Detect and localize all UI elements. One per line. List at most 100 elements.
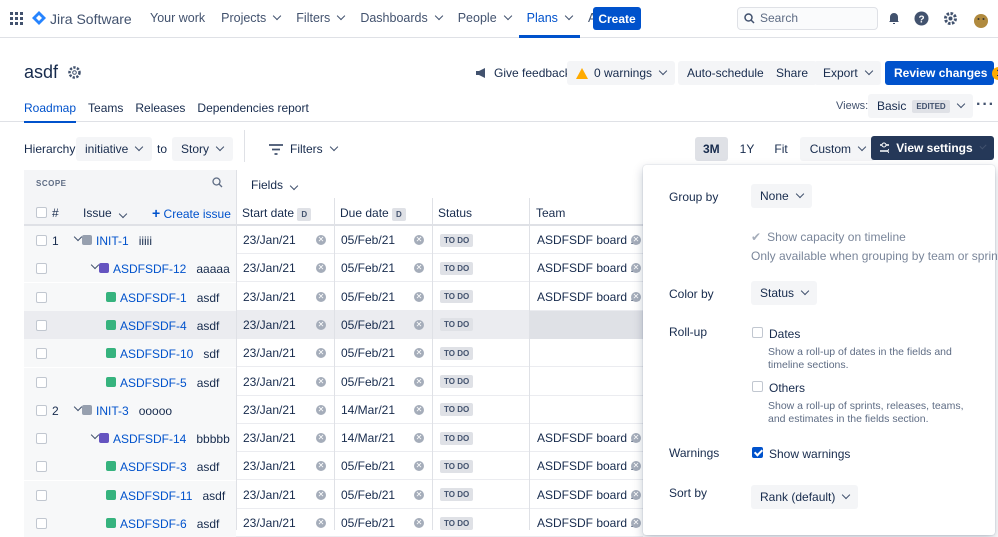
filters-button[interactable]: Filters — [260, 137, 346, 161]
clear-date[interactable]: ✕ — [316, 461, 326, 472]
issue-key-link[interactable]: ASDFSDF-4 — [120, 318, 187, 333]
issue-row[interactable]: 1 INIT-1 iiiii 23/Jan/21 ✕ 05/Feb/21 ✕ TO DO AS… — [24, 226, 643, 254]
sort-by-select[interactable]: Rank (default) — [751, 485, 859, 509]
clear-team[interactable]: ✕ — [631, 518, 641, 528]
clear-date[interactable]: ✕ — [316, 235, 326, 245]
nav-item[interactable]: Dashboards — [352, 0, 449, 38]
status-cell[interactable]: TO DO — [432, 368, 529, 396]
app-switcher[interactable] — [10, 12, 24, 26]
team-cell[interactable]: ASDFSDF board ... ✕ — [529, 452, 643, 480]
issue-row[interactable]: 2 INIT-3 ooooo 23/Jan/21 ✕ 14/Mar/21 ✕ TO DO — [24, 395, 643, 424]
due-cell[interactable]: 05/Feb/21 ✕ — [334, 226, 432, 254]
nav-item[interactable]: Your work — [142, 0, 213, 38]
team-cell[interactable]: ASDFSDF board ... ✕ — [529, 226, 643, 254]
checkbox[interactable] — [36, 461, 47, 473]
clear-team[interactable]: ✕ — [631, 461, 641, 472]
start-cell[interactable]: 23/Jan/21 ✕ — [236, 481, 334, 509]
tab[interactable]: Roadmap — [24, 101, 77, 123]
issue-row[interactable]: ASDFSDF-12 aaaaa 23/Jan/21 ✕ 05/Feb/21 ✕ TO D… — [24, 254, 643, 283]
rollup-dates[interactable]: Dates — [752, 327, 800, 341]
tab[interactable]: Teams — [88, 101, 124, 115]
issue-key-link[interactable]: ASDFSDF-3 — [120, 460, 187, 475]
create-button[interactable]: Create — [593, 7, 641, 30]
team-cell[interactable]: ASDFSDF board ... ✕ — [529, 481, 643, 509]
issue-row[interactable]: ASDFSDF-10 sdf 23/Jan/21 ✕ 05/Feb/21 ✕ TO DO — [24, 339, 643, 368]
clear-date[interactable]: ✕ — [414, 291, 424, 302]
clear-date[interactable]: ✕ — [316, 489, 326, 500]
status-cell[interactable]: TO DO — [432, 396, 529, 424]
nav-item[interactable]: Plans — [518, 0, 580, 38]
checkbox[interactable] — [36, 518, 47, 529]
clear-date[interactable]: ✕ — [316, 433, 326, 444]
issue-row[interactable]: ASDFSDF-4 asdf 23/Jan/21 ✕ 05/Feb/21 ✕ TO DO — [24, 310, 643, 339]
clear-date[interactable]: ✕ — [414, 235, 424, 245]
start-cell[interactable]: 23/Jan/21 ✕ — [236, 339, 334, 367]
color-by-select[interactable]: Status — [751, 281, 818, 305]
settings[interactable] — [943, 11, 958, 26]
range-button[interactable]: 1Y — [732, 137, 763, 161]
nav-item[interactable]: Filters — [288, 0, 352, 38]
issue-row[interactable]: ASDFSDF-1 asdf 23/Jan/21 ✕ 05/Feb/21 ✕ TO DO A… — [24, 282, 643, 311]
checkbox[interactable] — [752, 327, 763, 338]
due-cell[interactable]: 14/Mar/21 ✕ — [334, 424, 432, 452]
status-cell[interactable]: TO DO — [432, 452, 529, 480]
start-cell[interactable]: 23/Jan/21 ✕ — [236, 254, 334, 282]
range-button[interactable]: 3M — [695, 137, 728, 161]
clear-date[interactable]: ✕ — [414, 518, 424, 528]
checkbox[interactable] — [36, 404, 47, 416]
clear-date[interactable]: ✕ — [414, 376, 424, 387]
range-button[interactable]: Custom — [799, 137, 876, 161]
nav-item[interactable]: People — [450, 0, 519, 38]
checkbox[interactable] — [36, 235, 47, 246]
status-cell[interactable]: TO DO — [432, 283, 529, 311]
warnings-button[interactable]: 0 warnings — [567, 61, 676, 85]
checkbox[interactable] — [36, 291, 47, 303]
checkbox[interactable] — [36, 263, 47, 275]
checkbox[interactable] — [36, 433, 47, 445]
clear-date[interactable]: ✕ — [316, 291, 326, 302]
give-feedback[interactable]: Give feedback — [466, 61, 580, 85]
review-changes[interactable]: Review changes 1 — [885, 61, 998, 85]
expand-chevron[interactable] — [67, 399, 81, 413]
checkbox[interactable] — [36, 376, 47, 388]
status-cell[interactable]: TO DO — [432, 311, 529, 339]
checkbox[interactable] — [36, 348, 47, 360]
issue-row[interactable]: ASDFSDF-11 asdf 23/Jan/21 ✕ 05/Feb/21 ✕ TO DO… — [24, 480, 643, 509]
share[interactable]: Share — [767, 61, 818, 85]
tab[interactable]: Dependencies report — [197, 101, 309, 115]
issue-key-link[interactable]: ASDFSDF-1 — [120, 290, 187, 305]
checkbox[interactable] — [752, 381, 763, 392]
view-select[interactable]: Basic EDITED — [868, 94, 973, 118]
group-by-select[interactable]: None — [751, 184, 812, 208]
due-cell[interactable]: 05/Feb/21 ✕ — [334, 368, 432, 396]
create-issue[interactable]: + Create issue — [152, 205, 231, 221]
start-cell[interactable]: 23/Jan/21 ✕ — [236, 368, 334, 396]
team-cell[interactable]: ASDFSDF board ... ✕ — [529, 424, 643, 452]
col-issue[interactable]: Issue — [83, 206, 126, 220]
issue-row[interactable]: ASDFSDF-5 asdf 23/Jan/21 ✕ 05/Feb/21 ✕ TO DO — [24, 367, 643, 396]
more-menu[interactable]: ··· — [976, 96, 995, 113]
clear-date[interactable]: ✕ — [316, 518, 326, 528]
rollup-others[interactable]: Others — [752, 381, 805, 395]
team-cell[interactable] — [529, 310, 643, 339]
start-cell[interactable]: 23/Jan/21 ✕ — [236, 452, 334, 480]
show-warnings[interactable]: Show warnings — [752, 447, 850, 461]
clear-date[interactable]: ✕ — [414, 489, 424, 500]
clear-date[interactable]: ✕ — [316, 263, 326, 274]
clear-date[interactable]: ✕ — [414, 404, 424, 415]
issue-key-link[interactable]: ASDFSDF-14 — [113, 432, 187, 447]
start-cell[interactable]: 23/Jan/21 ✕ — [236, 396, 334, 424]
team-cell[interactable]: ASDFSDF board ... ✕ — [529, 254, 643, 282]
start-cell[interactable]: 23/Jan/21 ✕ — [236, 283, 334, 311]
team-cell[interactable] — [529, 396, 643, 424]
team-cell[interactable]: ASDFSDF board ... ✕ — [529, 509, 643, 537]
due-cell[interactable]: 14/Mar/21 ✕ — [334, 396, 432, 424]
start-cell[interactable]: 23/Jan/21 ✕ — [236, 424, 334, 452]
due-cell[interactable]: 05/Feb/21 ✕ — [334, 452, 432, 480]
expand-chevron[interactable] — [67, 229, 81, 243]
checkbox[interactable] — [36, 489, 47, 501]
notifications[interactable] — [887, 11, 901, 25]
clear-team[interactable]: ✕ — [631, 489, 641, 500]
clear-team[interactable]: ✕ — [631, 433, 641, 444]
due-cell[interactable]: 05/Feb/21 ✕ — [334, 311, 432, 339]
